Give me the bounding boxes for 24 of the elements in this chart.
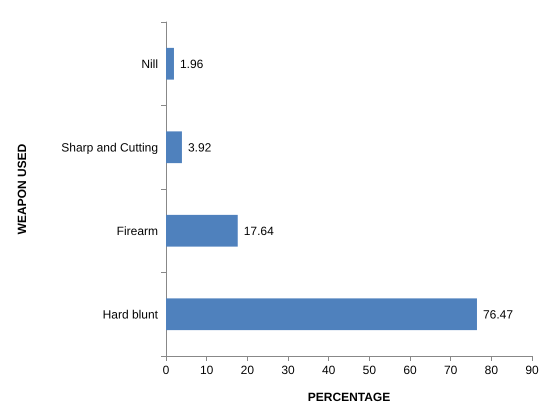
y-tick-label: Firearm xyxy=(116,224,158,238)
x-tick-label: 70 xyxy=(444,363,458,377)
data-label: 17.64 xyxy=(244,224,274,238)
y-tick-label: Hard blunt xyxy=(102,307,159,322)
x-tick-label: 20 xyxy=(240,363,254,377)
y-axis-title: WEAPON USED xyxy=(15,143,29,234)
x-tick-label: 80 xyxy=(484,363,498,377)
x-tick-label: 40 xyxy=(322,363,336,377)
x-tick-label: 10 xyxy=(200,363,214,377)
x-tick-label: 90 xyxy=(525,363,539,377)
x-tick-label: 0 xyxy=(162,363,170,377)
x-tick-label: 60 xyxy=(403,363,417,377)
bar xyxy=(166,214,238,247)
bar xyxy=(166,131,182,164)
data-label: 1.96 xyxy=(180,56,204,71)
data-label: 3.92 xyxy=(188,140,212,154)
x-tick-label: 30 xyxy=(281,363,295,377)
data-label: 76.47 xyxy=(482,307,514,322)
x-axis-title: PERCENTAGE xyxy=(308,390,390,404)
x-tick-label: 50 xyxy=(362,363,376,377)
bar xyxy=(166,48,174,80)
y-tick-label: Sharp and Cutting xyxy=(61,140,158,154)
bar xyxy=(166,298,477,330)
y-tick-label: Nill xyxy=(141,56,158,71)
